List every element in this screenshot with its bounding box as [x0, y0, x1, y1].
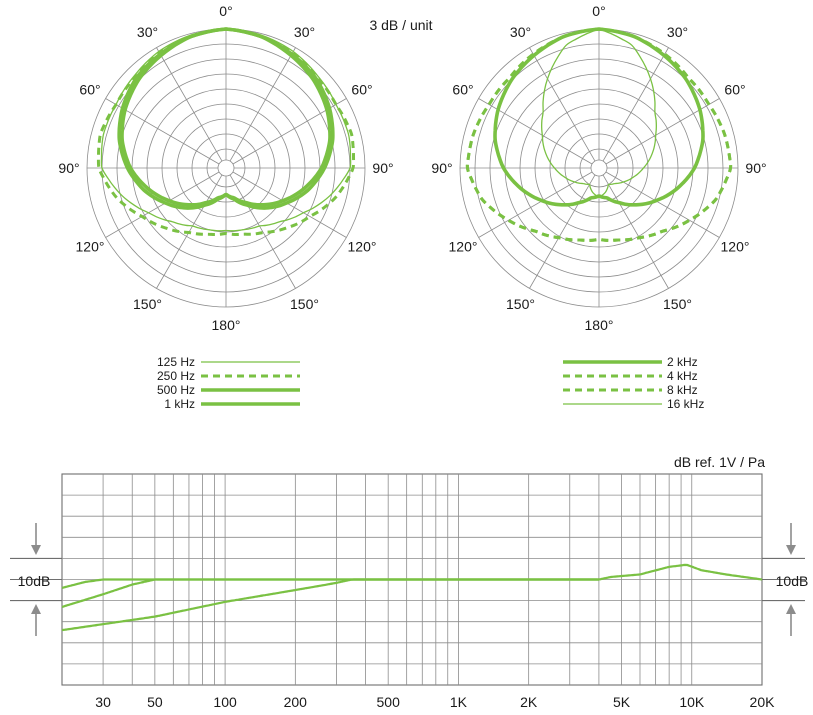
- polar-series-curve: [541, 28, 657, 199]
- legend-entry-label: 500 Hz: [157, 383, 195, 397]
- x-tick-label: 200: [284, 694, 308, 710]
- polar-series-curve: [465, 27, 733, 242]
- angle-tick-label: 90°: [431, 160, 452, 176]
- angle-tick-label: 30°: [667, 24, 688, 40]
- polar-series-curve: [493, 27, 705, 207]
- angle-tick-label: 120°: [348, 239, 377, 255]
- y-axis-label: dB ref. 1V / Pa: [674, 454, 765, 470]
- angle-tick-label: 30°: [137, 24, 158, 40]
- legend-entry-label: 250 Hz: [157, 369, 195, 383]
- angle-tick-label: 60°: [452, 82, 473, 98]
- angle-tick-label: 60°: [79, 82, 100, 98]
- x-tick-label: 100: [213, 694, 237, 710]
- angle-tick-label: 180°: [585, 317, 614, 333]
- polar-spoke: [232, 171, 347, 238]
- polar-spoke: [529, 47, 596, 162]
- angle-tick-label: 30°: [510, 24, 531, 40]
- angle-tick-label: 90°: [58, 160, 79, 176]
- angle-tick-label: 150°: [290, 296, 319, 312]
- polar-series-curve: [120, 27, 332, 207]
- angle-tick-label: 90°: [745, 160, 766, 176]
- x-tick-label: 5K: [613, 694, 631, 710]
- polar-spoke: [229, 174, 296, 289]
- scale-arrow-up-head: [786, 604, 796, 614]
- polar-spoke: [478, 171, 593, 238]
- legend-entry-label: 4 kHz: [667, 369, 698, 383]
- scale-label-right: 10dB: [776, 573, 809, 589]
- polar-spoke: [602, 47, 669, 162]
- frequency-response-chart: 30 50 100 200 500 1K 2K 5K 10K 20K: [10, 473, 805, 710]
- legend-entry-label: 1 kHz: [164, 397, 195, 411]
- angle-tick-label: 60°: [351, 82, 372, 98]
- polar-plot-left: 0° 30° 60° 90° 120° 150° 180° 150° 120° 90° 60° 30°: [58, 3, 393, 333]
- legend-entry-label: 125 Hz: [157, 355, 195, 369]
- x-tick-label: 30: [95, 694, 111, 710]
- polar-spoke: [605, 171, 720, 238]
- frequency-response-curve: [61, 563, 763, 589]
- angle-tick-label: 0°: [592, 3, 605, 19]
- x-tick-label: 500: [377, 694, 401, 710]
- angle-tick-label: 150°: [663, 296, 692, 312]
- polar-spoke: [105, 171, 220, 238]
- x-tick-label: 20K: [750, 694, 776, 710]
- angle-tick-label: 0°: [219, 3, 232, 19]
- polar-spoke: [529, 174, 596, 289]
- polar-plot-right: 0° 30° 60° 90° 120° 150° 180° 150° 120° 90° 60° 30°: [431, 3, 766, 333]
- scale-arrow-down-head: [786, 545, 796, 555]
- polar-spoke: [229, 47, 296, 162]
- scale-arrow-down-head: [31, 545, 41, 555]
- frequency-response-curve: [61, 578, 599, 632]
- angle-tick-label: 60°: [724, 82, 745, 98]
- legend-entry-label: 2 kHz: [667, 355, 698, 369]
- angle-tick-label: 120°: [449, 239, 478, 255]
- polar-center: [590, 159, 608, 177]
- polar-center: [217, 159, 235, 177]
- x-tick-label: 2K: [520, 694, 538, 710]
- polar-scale-title: 3 dB / unit: [369, 17, 432, 33]
- scale-arrow-up-head: [31, 604, 41, 614]
- x-tick-label: 10K: [679, 694, 705, 710]
- angle-tick-label: 180°: [212, 317, 241, 333]
- angle-tick-label: 150°: [506, 296, 535, 312]
- polar-spoke: [156, 47, 223, 162]
- polar-series-curve: [96, 27, 356, 236]
- legend-entry-label: 16 kHz: [667, 397, 704, 411]
- angle-tick-label: 30°: [294, 24, 315, 40]
- x-tick-label: 50: [147, 694, 163, 710]
- x-tick-label: 1K: [450, 694, 468, 710]
- legend-entry-label: 8 kHz: [667, 383, 698, 397]
- angle-tick-label: 120°: [76, 239, 105, 255]
- angle-tick-label: 120°: [721, 239, 750, 255]
- polar-spoke: [602, 174, 669, 289]
- angle-tick-label: 90°: [372, 160, 393, 176]
- scale-label-left: 10dB: [18, 573, 51, 589]
- angle-tick-label: 150°: [133, 296, 162, 312]
